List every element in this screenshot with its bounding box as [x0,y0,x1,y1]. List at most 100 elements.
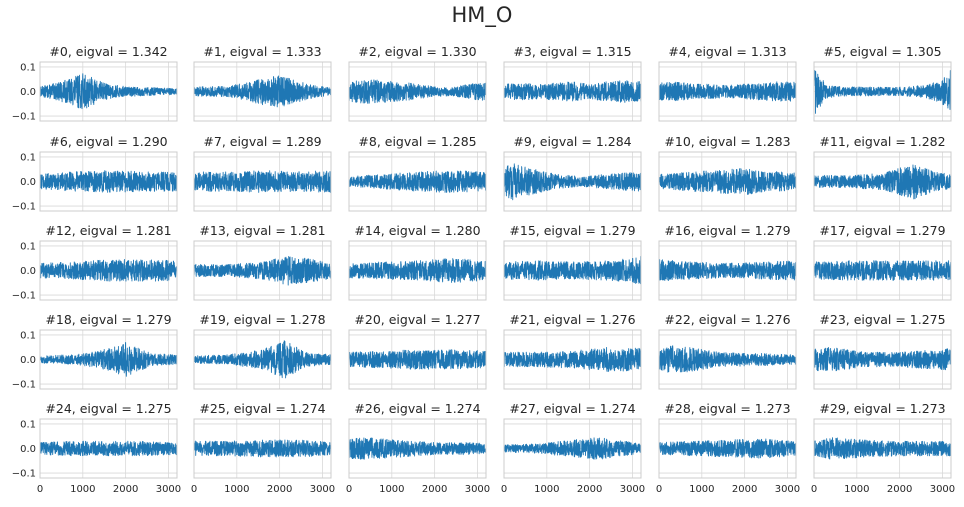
axes-frame [348,151,487,212]
subplot-title: #4, eigval = 1.313 [668,44,786,59]
subplot-title: #11, eigval = 1.282 [819,134,945,149]
subplot-24: #24, eigval = 1.275 0.1 0.0 −0.10 1000 2000 30… [12,401,181,495]
series-line [349,349,486,370]
subplot-26: #26, eigval = 1.274 0 1000 2000 3000 [346,401,490,495]
y-tick-label: −0.1 [12,291,36,302]
x-tick-label: 1000 [70,484,95,495]
subplot-19: #19, eigval = 1.278 [193,312,332,390]
axes-frame [813,61,952,122]
subplot-2: #2, eigval = 1.330 [348,44,487,122]
series-line [349,170,486,193]
x-tick-label: 2000 [267,484,292,495]
y-tick-label: 0.1 [20,152,36,163]
subplot-6: #6, eigval = 1.290 0.1 0.0 −0.1 [12,134,178,213]
axes-frame [503,418,642,479]
axes-frame [503,151,642,212]
subplot-15: #15, eigval = 1.279 [503,223,642,301]
subplot-title: #18, eigval = 1.279 [45,312,171,327]
series-line [40,170,177,193]
subplot-title: #2, eigval = 1.330 [358,44,476,59]
axes-frame [658,418,797,479]
axes-frame [348,240,487,301]
subplot-22: #22, eigval = 1.276 [658,312,797,390]
figure-title: HM_O [451,3,513,27]
subplot-0: #0, eigval = 1.342 0.1 0.0 −0.1 [12,44,178,123]
y-tick-label: −0.1 [12,112,36,123]
series-line [504,346,641,372]
subplot-title: #26, eigval = 1.274 [354,401,480,416]
x-tick-label: 3000 [775,484,800,495]
subplot-title: #8, eigval = 1.285 [358,134,476,149]
x-tick-label: 3000 [310,484,335,495]
subplot-title: #9, eigval = 1.284 [513,134,631,149]
x-tick-label: 0 [501,484,507,495]
series-line [504,80,641,103]
subplot-title: #23, eigval = 1.275 [819,312,945,327]
axes-frame [348,61,487,122]
axes-frame [813,240,952,301]
y-tick-label: 0.0 [20,177,36,188]
series-line [194,255,331,286]
series-line [504,255,641,285]
subplot-16: #16, eigval = 1.279 [658,223,797,301]
subplot-title: #21, eigval = 1.276 [509,312,635,327]
y-tick-label: −0.1 [12,202,36,213]
series-line [40,259,177,282]
subplot-title: #3, eigval = 1.315 [513,44,631,59]
subplot-18: #18, eigval = 1.279 0.1 0.0 −0.1 [12,312,178,391]
subplot-title: #10, eigval = 1.283 [664,134,790,149]
subplot-29: #29, eigval = 1.273 0 1000 2000 3000 [811,401,955,495]
axes-frame [813,418,952,479]
subplot-9: #9, eigval = 1.284 [503,134,642,212]
x-tick-label: 2000 [732,484,757,495]
x-tick-label: 0 [346,484,352,495]
series-line [349,437,486,460]
y-tick-label: −0.1 [12,469,36,480]
series-line [40,341,177,377]
series-line [659,81,796,102]
x-tick-label: 3000 [156,484,181,495]
subplot-20: #20, eigval = 1.277 [348,312,487,390]
x-tick-label: 1000 [534,484,559,495]
subplot-title: #19, eigval = 1.278 [199,312,325,327]
x-tick-label: 1000 [689,484,714,495]
axes-frame [193,61,332,122]
axes-frame [658,329,797,390]
subplot-title: #6, eigval = 1.290 [49,134,167,149]
series-line [194,439,331,458]
x-tick-label: 0 [37,484,43,495]
x-tick-label: 1000 [224,484,249,495]
y-tick-label: 0.0 [20,266,36,277]
subplot-27: #27, eigval = 1.274 0 1000 2000 3000 [501,401,645,495]
axes-frame [503,240,642,301]
x-tick-label: 3000 [620,484,645,495]
x-tick-label: 0 [656,484,662,495]
subplot-title: #29, eigval = 1.273 [819,401,945,416]
x-tick-label: 3000 [930,484,955,495]
subplot-title: #14, eigval = 1.280 [354,223,480,238]
subplot-title: #12, eigval = 1.281 [45,223,171,238]
subplot-7: #7, eigval = 1.289 [193,134,332,212]
x-tick-label: 2000 [113,484,138,495]
series-line [194,170,331,193]
series-line [40,73,177,110]
series-line [194,75,331,108]
subplot-title: #16, eigval = 1.279 [664,223,790,238]
axes-frame [813,329,952,390]
series-line [814,70,951,114]
subplot-13: #13, eigval = 1.281 [193,223,332,301]
subplot-12: #12, eigval = 1.281 0.1 0.0 −0.1 [12,223,178,302]
subplot-28: #28, eigval = 1.273 0 1000 2000 3000 [656,401,800,495]
series-line [659,168,796,195]
series-line [659,438,796,459]
subplot-title: #27, eigval = 1.274 [509,401,635,416]
y-tick-label: 0.0 [20,355,36,366]
axes-frame [503,61,642,122]
series-line [194,340,331,379]
subplot-title: #7, eigval = 1.289 [203,134,321,149]
x-tick-label: 2000 [577,484,602,495]
series-line [659,259,796,281]
axes-frame [39,329,178,390]
subplot-14: #14, eigval = 1.280 [348,223,487,301]
series-line [349,79,486,104]
